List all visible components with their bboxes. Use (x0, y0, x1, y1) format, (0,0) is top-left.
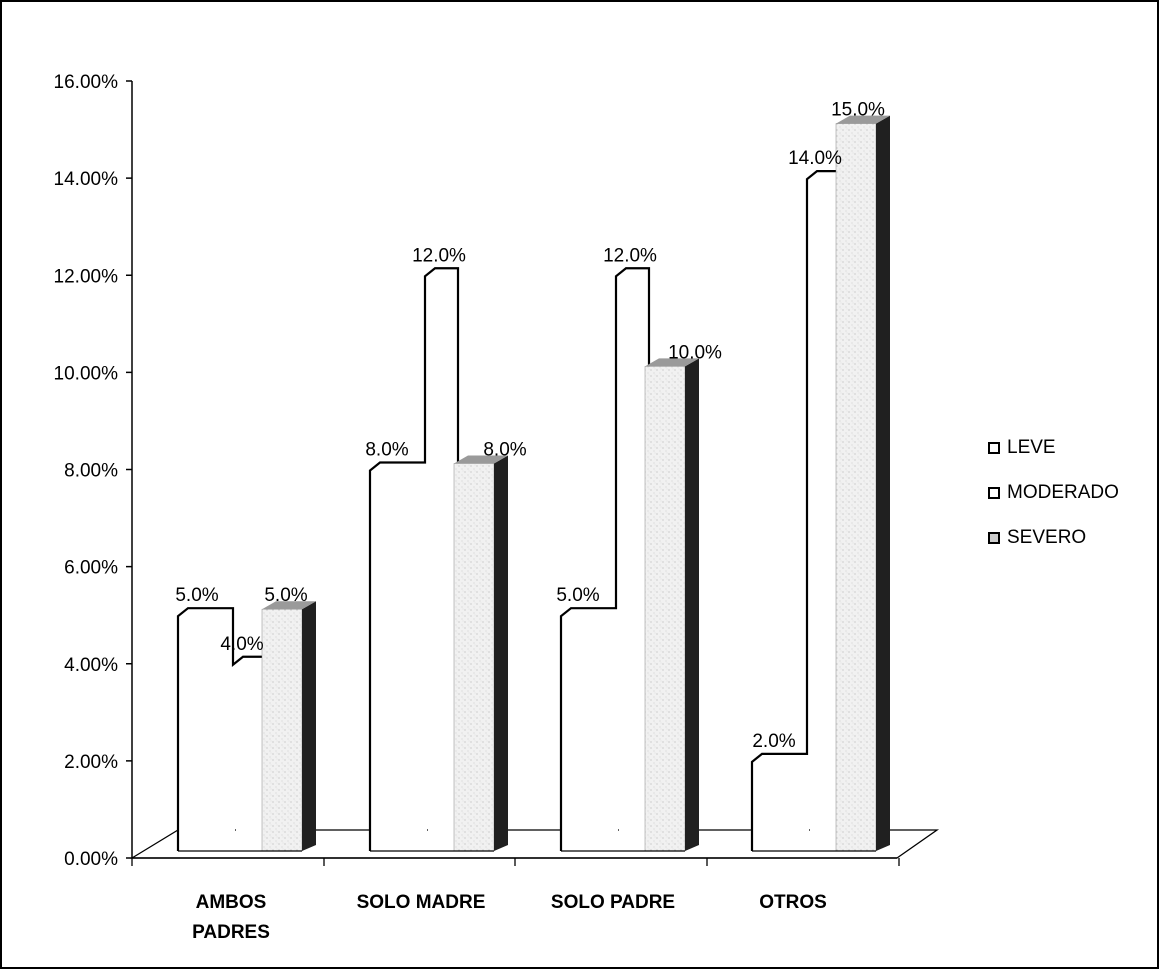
data-label: 5.0% (264, 585, 307, 606)
bar-severo-top (454, 455, 508, 464)
y-tick-label: 0.00% (64, 849, 118, 870)
bar-severo-side (685, 358, 699, 851)
bar-severo-side (302, 601, 316, 851)
bar-severo-side (876, 115, 890, 851)
bar-outline (559, 267, 651, 851)
y-tick-label: 12.00% (54, 266, 119, 287)
bar-severo-top (645, 358, 699, 367)
bar-severo (453, 463, 495, 852)
data-label: 2.0% (752, 731, 795, 752)
bar-moderado (619, 268, 645, 851)
bar-severo-side (494, 455, 508, 851)
data-label: 12.0% (412, 245, 466, 266)
data-label: 5.0% (175, 585, 218, 606)
bar-leve (370, 462, 427, 851)
x-tick-label: OTROS (759, 892, 827, 913)
bar-leve (752, 753, 809, 851)
legend-label: LEVE (1007, 437, 1056, 458)
data-label: 5.0% (556, 585, 599, 606)
data-labels: 5.0% 8.0% 5.0% 2.0% 4.0% 12.0% 12.0% 14.0% 5.0% 8… (175, 100, 885, 752)
bar-severo (835, 123, 877, 852)
legend-swatch (988, 532, 1000, 544)
data-label: 12.0% (603, 245, 657, 266)
bars (176, 115, 890, 852)
bar-leve (561, 608, 618, 851)
legend-swatch (988, 487, 1000, 499)
x-tick-label: SOLO PADRE (551, 892, 675, 913)
bar-leve (178, 608, 235, 851)
x-tick-label: SOLO MADRE (357, 892, 486, 913)
data-label: 15.0% (831, 100, 885, 121)
bar-severo-top (262, 601, 316, 610)
legend-swatch (988, 442, 1000, 454)
data-label: 8.0% (365, 440, 408, 461)
legend-label: SEVERO (1007, 527, 1086, 548)
y-tick-label: 8.00% (64, 461, 118, 482)
y-tick-label: 10.00% (54, 363, 119, 384)
y-tick-label: 4.00% (64, 655, 118, 676)
bar-moderado (236, 656, 262, 851)
legend-label: MODERADO (1007, 482, 1119, 503)
bar-severo (261, 608, 303, 852)
bar-outline (368, 267, 460, 851)
data-label: 8.0% (483, 440, 526, 461)
y-tick-label: 2.00% (64, 752, 118, 773)
x-tick-label: PADRES (192, 922, 270, 943)
y-tick-label: 16.00% (54, 72, 119, 93)
y-tick-label: 6.00% (64, 558, 118, 579)
bar-severo (644, 366, 686, 852)
y-tick-label: 14.00% (54, 169, 119, 190)
bar-severo-top (836, 115, 890, 124)
data-label: 14.0% (788, 148, 842, 169)
x-tick-label: AMBOS (196, 892, 267, 913)
data-label: 4.0% (220, 634, 263, 655)
data-label: 10.0% (668, 342, 722, 363)
axes: 0.00% 2.00% 4.00% 6.00% 8.00% 10.00% 12.00% 14.… (54, 72, 940, 943)
bar-moderado (428, 268, 454, 851)
bar-moderado (810, 171, 836, 851)
legend: LEVE MODERADO SEVERO (988, 437, 1119, 548)
